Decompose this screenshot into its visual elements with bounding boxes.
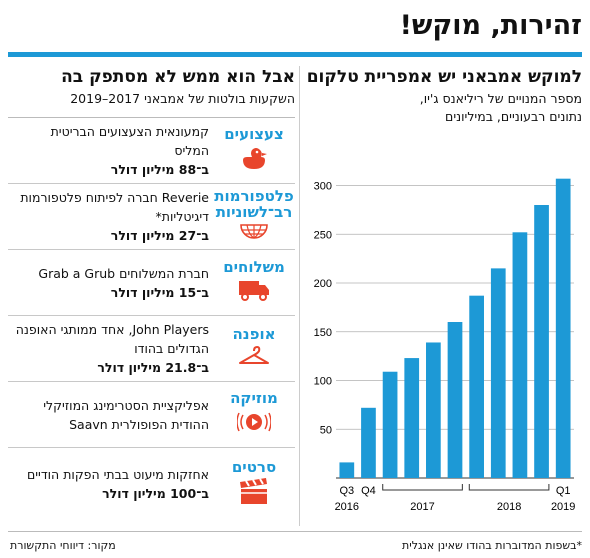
investment-category-label: משלוחים xyxy=(223,258,285,276)
investment-category-label: סרטים xyxy=(231,457,277,476)
investment-category: פלטפורמות רב־לשוניות xyxy=(213,188,295,245)
x-year-label: 2018 xyxy=(497,501,521,513)
year-bracket xyxy=(382,484,463,491)
bar xyxy=(512,232,528,478)
investment-item: צעצועים קמעונאית הצעצועים הבריטית המליס ב־… xyxy=(8,118,295,184)
bar xyxy=(361,407,376,478)
x-year-label: 2017 xyxy=(410,501,434,513)
investment-description: קמעונאית הצעצועים הבריטית המליס ב־88 מילי… xyxy=(8,122,213,179)
investment-category: מוזיקה xyxy=(213,390,295,439)
investment-category-label: פלטפורמות רב־לשוניות xyxy=(214,187,294,221)
column-divider xyxy=(299,66,300,526)
investment-amount: ב־21.8 מיליון דולר xyxy=(97,360,209,375)
film-clapper-icon xyxy=(238,477,270,510)
chart-subtitle: מספר המנויים של ריליאנס ג'יו, נתונים רבע… xyxy=(306,90,582,126)
y-tick-label: 50 xyxy=(320,424,332,436)
bar xyxy=(555,178,571,479)
investment-category-label: מוזיקה xyxy=(230,389,278,407)
y-tick-label: 300 xyxy=(314,181,332,193)
investment-category: צעצועים xyxy=(213,126,295,175)
x-year-label: 2016 xyxy=(335,501,359,513)
y-tick-label: 200 xyxy=(314,278,332,290)
hanger-icon xyxy=(237,345,271,371)
investment-target: John Players, אחד ממותגי האופנה הגדולים … xyxy=(15,322,209,356)
x-year-label: 2019 xyxy=(551,501,575,513)
y-tick-label: 250 xyxy=(314,229,332,241)
investment-amount: ב־15 מיליון דולר xyxy=(110,284,209,300)
chart-subtitle-line1: מספר המנויים של ריליאנס ג'יו, xyxy=(419,91,582,106)
bar xyxy=(490,268,506,478)
investment-amount: ב־88 מיליון דולר xyxy=(110,162,209,177)
music-play-icon xyxy=(236,409,272,439)
investment-item: פלטפורמות רב־לשוניות Reverie חברה לפיתוח … xyxy=(8,184,295,250)
rubber-duck-icon xyxy=(239,145,269,175)
bar xyxy=(339,462,355,478)
globe-icon xyxy=(239,223,269,245)
investment-description: אפליקציית הסטרימינג המוזיקלי ההודית הפופ… xyxy=(8,396,213,434)
investment-target: חברת המשלוחים Grab a Grub xyxy=(38,265,209,281)
source-note: מקור: דיווחי התקשורת xyxy=(10,539,116,552)
subscribers-panel: למוקש אמבאני יש אמפריית טלקום מספר המנוי… xyxy=(306,60,582,528)
investments-list: צעצועים קמעונאית הצעצועים הבריטית המליס ב־… xyxy=(8,118,295,520)
investment-category: אופנה xyxy=(213,326,295,371)
bar xyxy=(469,295,484,478)
investment-item: אופנה John Players, אחד ממותגי האופנה הגד… xyxy=(8,316,295,382)
investment-description: אחזקות מיעוט בבתי הפקות הודיים ב־100 מילי… xyxy=(8,465,213,503)
investment-target: אחזקות מיעוט בבתי הפקות הודיים xyxy=(26,467,209,482)
investment-target: אפליקציית הסטרימינג המוזיקלי ההודית הפופ… xyxy=(43,397,209,432)
investment-amount: ב־27 מיליון דולר xyxy=(110,228,209,243)
footer-divider xyxy=(8,531,582,532)
x-tick-label: Q1 xyxy=(556,485,571,497)
footnote: *בשפות המדוברות בהודו שאינן אנגלית xyxy=(402,539,582,552)
investments-subtitle: השקעות בולטות של אמבאני 2017–2019 xyxy=(8,90,295,118)
investment-item: משלוחים חברת המשלוחים Grab a Grub ב־15 מיל… xyxy=(8,250,295,316)
investment-description: חברת המשלוחים Grab a Grub ב־15 מיליון דול… xyxy=(8,264,213,302)
chart-title: למוקש אמבאני יש אמפריית טלקום xyxy=(306,67,582,87)
investment-target: Reverie חברה לפיתוח פלטפורמות דיגיטליות* xyxy=(20,190,209,224)
bar xyxy=(447,322,463,478)
bar xyxy=(426,342,441,478)
delivery-truck-icon xyxy=(237,278,271,306)
chart-subtitle-line2: נתונים רבעוניים, במיליונים xyxy=(445,109,582,124)
investment-category-label: אופנה xyxy=(232,325,276,343)
year-bracket xyxy=(468,484,550,491)
investment-category: סרטים xyxy=(213,459,295,510)
bar xyxy=(534,205,549,478)
x-tick-label: Q4 xyxy=(361,485,376,497)
investments-panel: אבל הוא ממש לא מסתפק בה השקעות בולטות של… xyxy=(8,60,295,528)
investment-item: סרטים אחזקות מיעוט בבתי הפקות הודיים ב־100… xyxy=(8,448,295,520)
x-tick-label: Q3 xyxy=(339,485,354,497)
y-tick-label: 150 xyxy=(314,327,332,339)
investment-description: Reverie חברה לפיתוח פלטפורמות דיגיטליות*… xyxy=(8,188,213,245)
investment-item: מוזיקה אפליקציית הסטרימינג המוזיקלי ההודי… xyxy=(8,382,295,448)
investment-category-label: צעצועים xyxy=(224,125,284,143)
investment-category: משלוחים xyxy=(213,259,295,306)
page-title: זהירות, מוקש! xyxy=(8,10,582,57)
y-tick-label: 100 xyxy=(314,376,332,388)
investment-target: קמעונאית הצעצועים הבריטית המליס xyxy=(50,124,209,158)
investment-description: John Players, אחד ממותגי האופנה הגדולים … xyxy=(8,320,213,377)
investments-title: אבל הוא ממש לא מסתפק בה xyxy=(61,67,295,87)
bar xyxy=(382,371,398,478)
bar xyxy=(404,358,420,478)
investment-amount: ב־100 מיליון דולר xyxy=(102,486,209,501)
